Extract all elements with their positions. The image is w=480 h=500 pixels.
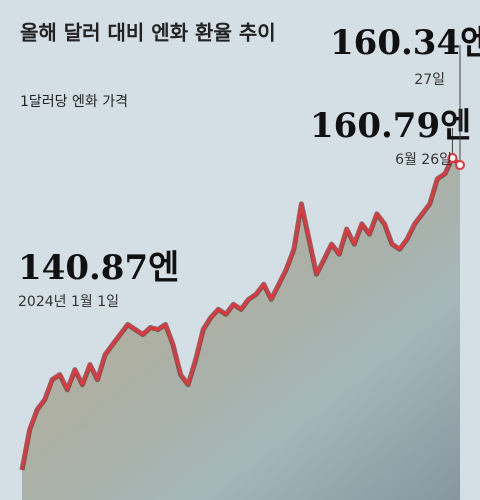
area bbox=[22, 158, 460, 500]
value-label: 160.34엔 bbox=[330, 23, 480, 63]
date-label: 6월 26일 bbox=[395, 152, 452, 168]
chart-subtitle: 1달러당 엔화 가격 bbox=[20, 94, 128, 110]
line bbox=[20, 156, 462, 471]
date-label: 2024년 1월 1일 bbox=[18, 294, 119, 310]
date-label: 27일 bbox=[414, 72, 445, 88]
point bbox=[447, 153, 458, 163]
chart-title: 올해 달러 대비 엔화 환율 추이 bbox=[20, 21, 276, 45]
point bbox=[455, 160, 465, 171]
value-label: 160.79엔 bbox=[310, 106, 471, 146]
value-label: 140.87엔 bbox=[18, 248, 179, 288]
